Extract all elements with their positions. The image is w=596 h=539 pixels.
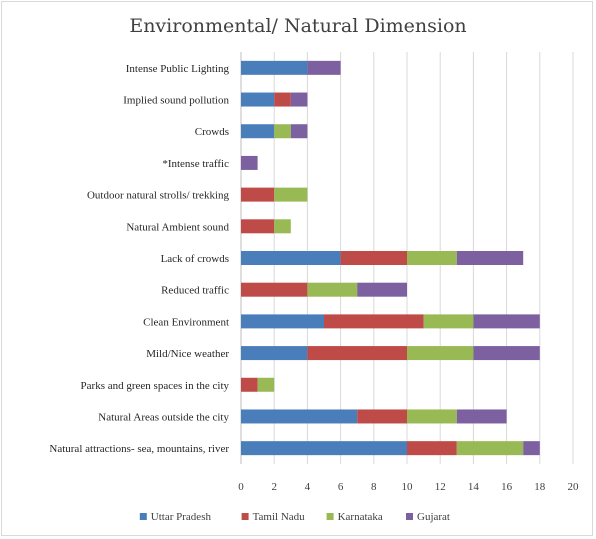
bar-segment-karnataka [407, 251, 457, 265]
x-tick-label: 2 [271, 481, 277, 493]
bar-segment-gujarat [456, 251, 524, 265]
bar-segment-karnataka [257, 377, 275, 392]
category-label: Lack of crowds [161, 253, 229, 265]
category-label: Reduced traffic [161, 285, 229, 297]
bar-segment-tamil-nadu [241, 219, 275, 234]
chart-title: Environmental/ Natural Dimension [129, 15, 466, 37]
bar-segment-tamil-nadu [274, 92, 291, 107]
legend-swatch [241, 513, 249, 520]
category-label: Natural attractions- sea, mountains, riv… [49, 443, 229, 455]
x-tick-label: 12 [435, 481, 446, 493]
x-tick-label: 6 [338, 481, 344, 493]
category-label: Outdoor natural strolls/ trekking [87, 190, 230, 202]
x-tick-label: 8 [371, 481, 377, 493]
bar-segment-tamil-nadu [241, 187, 275, 202]
bar-segment-tamil-nadu [241, 282, 308, 297]
bar-segment-uttar-pradesh [241, 441, 407, 456]
legend-label: Uttar Pradesh [151, 511, 212, 523]
bar-segment-uttar-pradesh [241, 314, 324, 329]
bar-segment-gujarat [307, 60, 341, 75]
legend-swatch [326, 513, 334, 520]
x-tick-label: 4 [305, 481, 311, 493]
x-tick-label: 18 [534, 481, 546, 493]
bar-segment-gujarat [241, 155, 258, 170]
bar-segment-tamil-nadu [407, 441, 457, 456]
bar-segment-gujarat [456, 409, 507, 424]
category-label: Parks and green spaces in the city [81, 380, 230, 392]
bar-segment-tamil-nadu [324, 314, 424, 329]
bar-segment-gujarat [357, 282, 407, 297]
bar-segment-karnataka [274, 187, 308, 202]
category-label: Crowds [195, 126, 229, 138]
bar-segment-uttar-pradesh [241, 346, 308, 361]
legend-label: Gujarat [417, 511, 450, 523]
bar-segment-karnataka [307, 282, 358, 297]
bar-segment-uttar-pradesh [241, 251, 341, 265]
bar-segment-uttar-pradesh [241, 124, 275, 139]
bar-segment-gujarat [290, 124, 308, 139]
x-tick-label: 20 [568, 481, 580, 493]
legend-label: Karnataka [338, 511, 383, 523]
x-axis-tick-labels: 0 2 4 6 8 10 12 14 16 18 20 [238, 481, 579, 493]
bar-stacks [241, 60, 540, 456]
category-label: Mild/Nice weather [146, 348, 229, 360]
category-label: Implied sound pollution [123, 95, 229, 107]
bar-segment-karnataka [274, 124, 291, 139]
legend-swatch [406, 513, 413, 520]
category-label: Intense Public Lighting [126, 63, 230, 75]
bar-segment-gujarat [290, 92, 308, 107]
bar-segment-karnataka [274, 219, 291, 234]
bar-segment-tamil-nadu [340, 251, 407, 265]
bar-segment-gujarat [473, 346, 540, 361]
bar-segment-tamil-nadu [357, 409, 407, 424]
x-tick-label: 16 [501, 481, 513, 493]
category-label: *Intense traffic [162, 158, 229, 170]
bar-segment-karnataka [407, 409, 457, 424]
bar-segment-karnataka [423, 314, 474, 329]
x-tick-label: 10 [402, 481, 414, 493]
category-labels: Intense Public Lighting Implied sound pol… [49, 63, 229, 455]
bar-segment-tamil-nadu [307, 346, 407, 361]
legend: Uttar Pradesh Tamil Nadu Karnataka Gujarat [139, 511, 450, 523]
x-tick-label: 14 [468, 481, 480, 493]
x-tick-label: 0 [238, 481, 244, 493]
bar-segment-karnataka [456, 441, 524, 456]
bar-segment-gujarat [473, 314, 540, 329]
legend-swatch [139, 513, 147, 520]
bar-segment-uttar-pradesh [241, 60, 308, 75]
bar-segment-gujarat [523, 441, 540, 456]
category-label: Natural Areas outside the city [98, 411, 229, 423]
legend-label: Tamil Nadu [253, 511, 306, 523]
category-label: Clean Environment [143, 316, 229, 328]
bar-segment-uttar-pradesh [241, 92, 275, 107]
bar-segment-karnataka [407, 346, 474, 361]
category-label: Natural Ambient sound [126, 221, 229, 233]
bar-segment-uttar-pradesh [241, 409, 358, 424]
bar-segment-tamil-nadu [241, 377, 258, 392]
